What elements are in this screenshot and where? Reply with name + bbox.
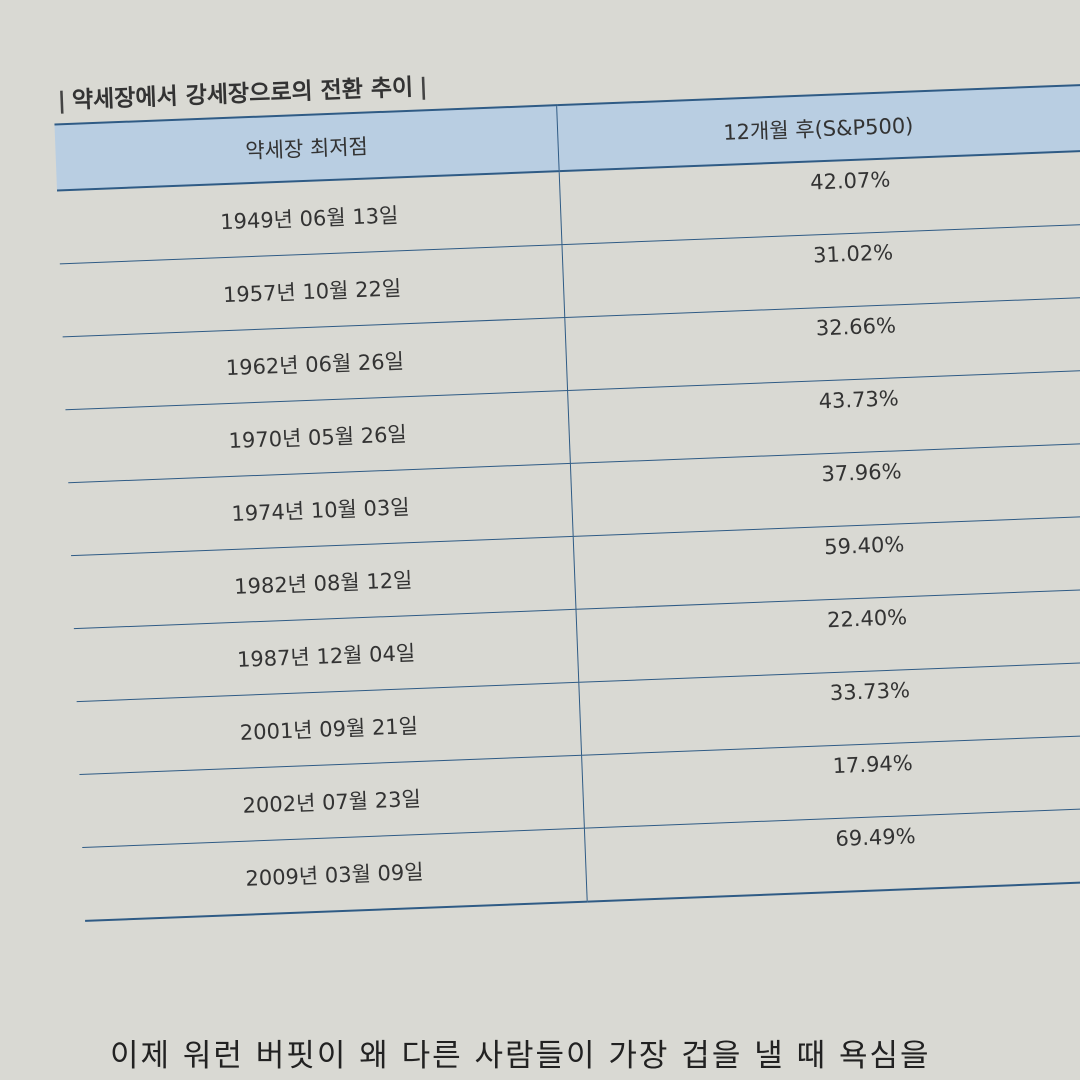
table-body: 1949년 06월 13일 42.07% 1957년 10월 22일 31.02% 19…	[57, 149, 1080, 921]
table-block: | 약세장에서 강세장으로의 전환 추이 | 약세장 최저점 12개월 후(S&P5…	[40, 18, 1080, 923]
body-text: 이제 워런 버핏이 왜 다른 사람들이 가장 겁을 낼 때 욕심을	[110, 1038, 931, 1074]
title-bar: |	[418, 74, 429, 101]
title-bar: |	[57, 88, 67, 115]
table: 약세장 최저점 12개월 후(S&P500) 1949년 06월 13일 42.0…	[54, 83, 1080, 922]
table-title: 약세장에서 강세장으로의 전환 추이	[71, 74, 414, 114]
